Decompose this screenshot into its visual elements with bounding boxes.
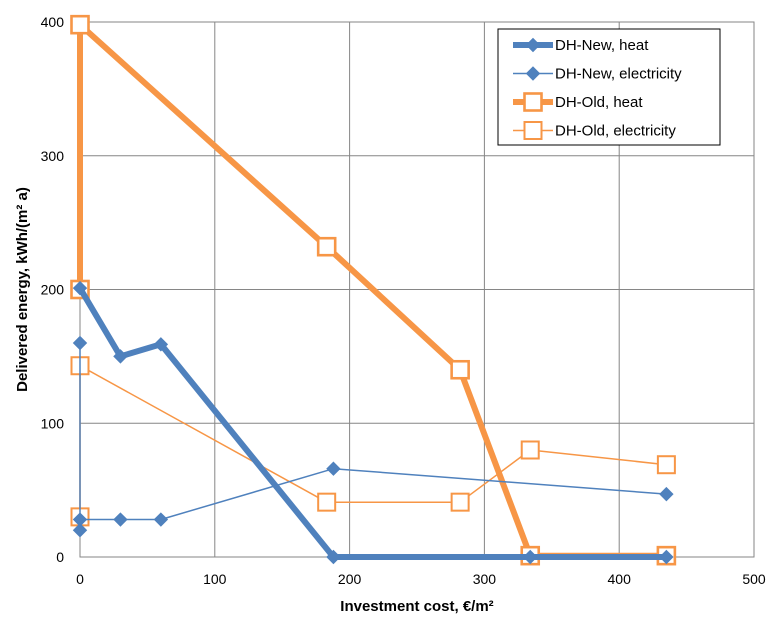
data-point-marker <box>523 549 538 565</box>
data-point-marker <box>72 280 88 296</box>
data-point-marker <box>72 523 88 538</box>
data-point-marker <box>72 512 88 527</box>
legend-label: DH-Old, electricity <box>555 123 676 140</box>
series-layer <box>70 14 677 566</box>
data-point-marker <box>153 512 169 527</box>
data-point-marker <box>523 92 543 112</box>
data-point-marker <box>70 14 90 35</box>
data-point-marker <box>523 121 543 140</box>
x-tick-label: 200 <box>338 571 362 587</box>
data-point-marker <box>72 335 88 351</box>
x-axis-tick-labels: 0 100 200 300 400 500 <box>76 571 766 587</box>
legend-item: DH-Old, electricity <box>513 121 676 140</box>
data-point-marker <box>326 461 341 476</box>
data-point-marker <box>450 359 470 380</box>
data-point-marker <box>659 486 674 502</box>
series-line <box>77 285 670 560</box>
data-point-marker <box>316 236 337 257</box>
data-point-marker <box>525 66 541 81</box>
x-axis-title: Investment cost, €/m² <box>340 598 493 615</box>
legend-item: DH-New, heat <box>513 37 649 54</box>
data-point-marker <box>525 37 541 53</box>
x-tick-label: 100 <box>203 571 227 587</box>
y-tick-label: 200 <box>41 282 65 298</box>
x-tick-label: 400 <box>608 571 632 587</box>
y-tick-label: 100 <box>41 415 65 431</box>
data-point-marker <box>520 440 540 460</box>
data-point-marker <box>153 337 169 352</box>
series-1 <box>72 335 674 538</box>
data-point-marker <box>326 549 341 565</box>
legend-item: DH-New, electricity <box>513 66 682 83</box>
data-point-marker <box>450 492 470 512</box>
legend-label: DH-New, heat <box>555 37 649 54</box>
y-tick-label: 300 <box>41 148 65 164</box>
x-tick-label: 0 <box>76 571 84 587</box>
y-tick-label: 0 <box>56 549 64 565</box>
y-axis-tick-labels: 0 100 200 300 400 <box>41 14 65 565</box>
y-axis-title: Delivered energy, kWh/(m² a) <box>14 187 31 392</box>
legend-item: DH-Old, heat <box>513 92 643 112</box>
data-point-marker <box>113 349 128 364</box>
y-tick-label: 400 <box>41 14 65 30</box>
data-point-marker <box>659 549 674 565</box>
legend-label: DH-Old, heat <box>555 94 643 111</box>
legend: DH-New, heat DH-New, electricity DH-Old, h… <box>497 28 721 146</box>
data-point-marker <box>113 512 128 527</box>
x-tick-label: 300 <box>473 571 497 587</box>
legend-label: DH-New, electricity <box>555 66 682 83</box>
data-point-marker <box>317 492 337 512</box>
x-tick-label: 500 <box>742 571 766 587</box>
data-point-marker <box>656 455 676 475</box>
series-0 <box>72 280 674 565</box>
